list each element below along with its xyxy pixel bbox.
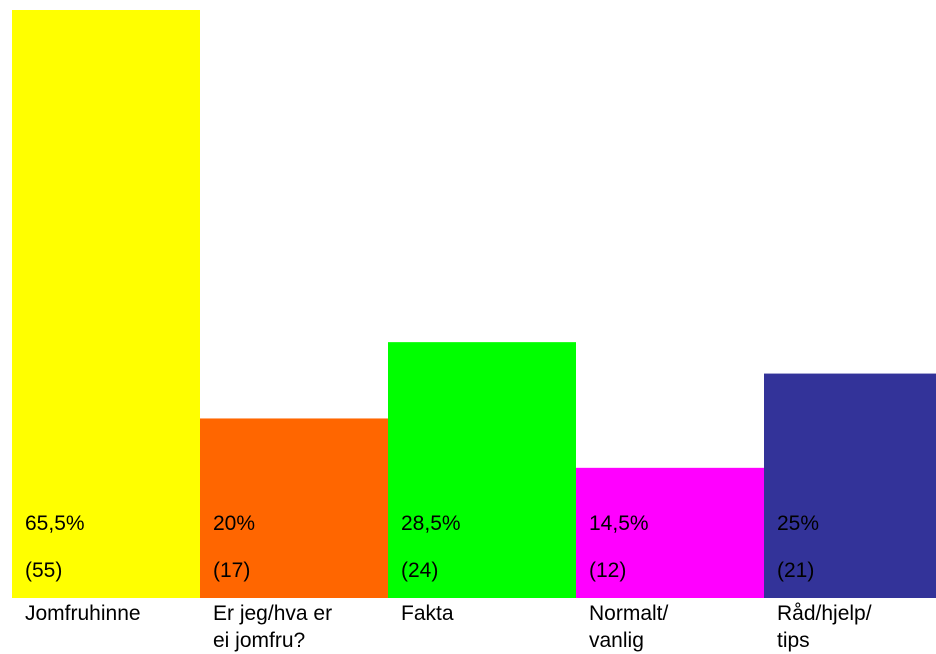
category-label-1-line-0: Er jeg/hva er — [213, 602, 332, 625]
category-label-4-line-1: tips — [777, 629, 810, 652]
category-label-0-line-0: Jomfruhinne — [25, 602, 141, 625]
value-label-2: 28,5% — [401, 512, 461, 535]
count-label-2: (24) — [401, 559, 438, 582]
count-label-1: (17) — [213, 559, 250, 582]
bars-group — [12, 10, 936, 598]
value-label-1: 20% — [213, 512, 255, 535]
value-label-3: 14,5% — [589, 512, 649, 535]
category-label-3-line-0: Normalt/ — [589, 602, 669, 625]
value-label-0: 65,5% — [25, 512, 85, 535]
category-label-1-line-1: ei jomfru? — [213, 629, 305, 652]
bar-0 — [12, 10, 200, 598]
category-label-4-line-0: Råd/hjelp/ — [777, 602, 872, 625]
count-label-4: (21) — [777, 559, 814, 582]
value-label-4: 25% — [777, 512, 819, 535]
count-label-3: (12) — [589, 559, 626, 582]
category-label-2-line-0: Fakta — [401, 602, 454, 625]
count-label-0: (55) — [25, 559, 62, 582]
category-label-3-line-1: vanlig — [589, 629, 644, 652]
